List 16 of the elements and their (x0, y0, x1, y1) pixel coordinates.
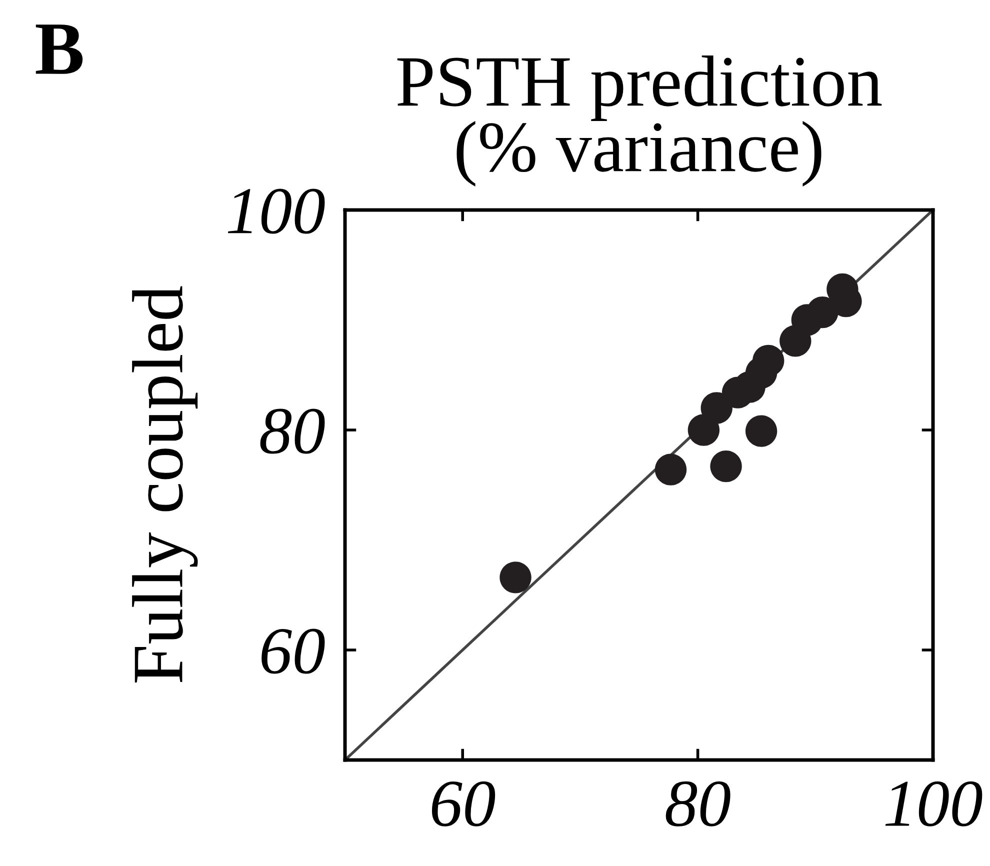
y-tick-label: 60 (262, 628, 325, 674)
point (745, 415, 778, 447)
point (500, 562, 532, 594)
point (688, 414, 720, 446)
point (710, 450, 742, 482)
point (806, 296, 838, 328)
x-tick-label: 100 (885, 781, 982, 826)
y-tick-label: 80 (260, 408, 325, 454)
x-tick-label: 60 (432, 781, 496, 826)
x-tick-label: 80 (666, 781, 730, 826)
y-axis-title: Fully coupled (132, 286, 198, 683)
text: B (36, 24, 83, 74)
point (700, 392, 732, 424)
y-tick-label: 100 (228, 188, 325, 234)
chart-title: PSTH prediction (% variance) (397, 56, 882, 186)
point (654, 454, 687, 486)
